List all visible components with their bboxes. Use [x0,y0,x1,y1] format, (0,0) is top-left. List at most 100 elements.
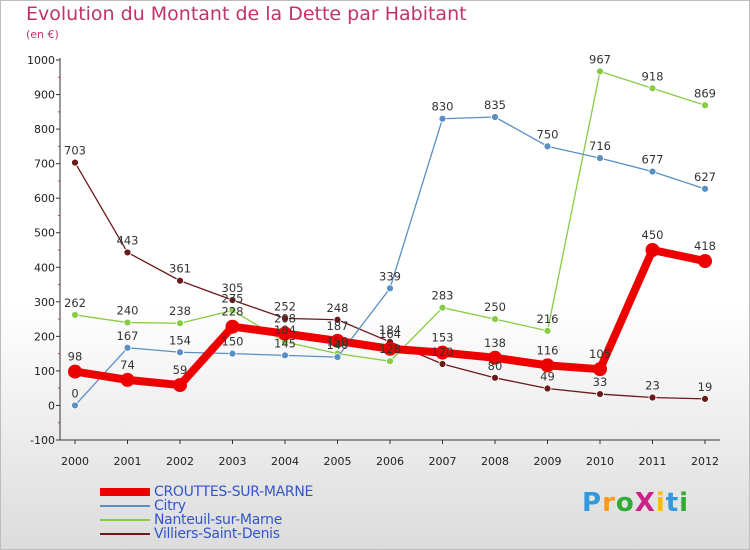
data-point [543,326,552,335]
data-label: 59 [173,363,188,377]
data-label: 869 [694,86,716,100]
data-point [123,248,132,257]
x-tick-label: 2007 [429,455,457,468]
data-point [648,167,657,176]
y-tick-label: 300 [34,296,55,309]
data-point [176,348,184,357]
x-tick-label: 2010 [586,455,614,468]
data-label: 228 [222,305,244,319]
data-point [123,318,132,327]
data-label: 248 [327,301,349,315]
data-label: 750 [537,127,559,141]
data-point [596,390,604,398]
data-point [540,358,555,373]
data-label: 677 [642,153,664,167]
data-label: 627 [694,170,716,184]
y-tick-label: 0 [48,399,55,412]
data-label: 830 [432,100,454,114]
data-point [438,303,447,312]
series-lines [68,67,712,410]
data-point [701,184,709,193]
data-point [596,154,604,163]
data-point [593,362,607,377]
data-point [386,284,394,293]
data-label: 49 [540,370,555,384]
data-label: 98 [68,350,83,364]
y-tick-label: 1000 [27,54,55,67]
data-label: 164 [379,327,401,341]
data-label: 184 [274,323,296,337]
data-label: 105 [589,347,611,361]
data-point [228,306,237,315]
data-label: 140 [327,338,349,352]
data-point [435,345,450,360]
data-point [176,319,184,328]
x-tick-label: 2005 [324,455,352,468]
data-label: 128 [379,342,401,356]
data-label: 418 [694,239,716,253]
data-point [68,364,82,379]
data-point [543,384,552,393]
data-point [645,243,660,257]
data-label: 238 [169,304,191,318]
data-point [383,341,397,356]
data-label: 918 [642,69,664,83]
x-tick-label: 2006 [376,455,404,468]
chart-title: Evolution du Montant de la Dette par Hab… [26,3,467,25]
data-point [225,319,240,334]
data-point [648,393,657,402]
y-tick-label: 100 [34,365,55,378]
legend-label: Citry [154,498,186,514]
legend-swatch [100,533,150,535]
data-point [386,357,394,366]
data-label: 33 [593,375,608,389]
y-tick-label: 800 [34,123,55,136]
proxiti-logo: ProXiti [582,488,690,518]
legend-label: Nanteuil-sur-Marne [154,512,283,528]
data-point [491,113,499,121]
data-label: 138 [484,336,506,350]
legend-item: Villiers-Saint-Denis [100,526,400,542]
data-label: 443 [117,233,139,247]
legend-label: Villiers-Saint-Denis [154,526,280,542]
legend-item: Nanteuil-sur-Marne [100,512,400,528]
data-label: 967 [589,52,611,66]
data-label: 154 [169,333,191,347]
data-point [173,378,187,393]
data-point [438,360,447,368]
data-label: 153 [432,331,454,345]
y-tick-label: 900 [34,89,55,102]
y-tick-label: 700 [34,158,55,171]
x-tick-label: 2012 [691,455,719,468]
data-label: 262 [64,296,86,310]
data-point [330,333,345,348]
x-tick-label: 2002 [166,455,194,468]
data-label: 450 [642,228,664,242]
line-chart: -100010020030040050060070080090010002000… [27,52,720,468]
y-tick-label: -100 [30,434,55,447]
data-label: 167 [117,329,139,343]
data-label: 74 [120,358,135,372]
data-label: 250 [484,300,506,314]
x-tick-label: 2004 [271,455,299,468]
data-point [698,254,712,269]
axes: -100010020030040050060070080090010002000… [27,54,720,468]
data-label: 150 [222,335,244,349]
data-labels: 703 443 361 305 252 248 184 120 80 49 33 23 19 262 240… [64,52,716,400]
x-tick-label: 2011 [639,455,667,468]
data-label: 283 [432,289,454,303]
data-point [543,142,552,151]
data-label: 361 [169,262,191,276]
y-tick-label: 600 [34,192,55,205]
data-label: 80 [488,359,503,373]
data-point [278,326,292,341]
data-label: 252 [274,299,296,313]
data-label: 150 [327,335,349,349]
data-point [648,84,657,93]
data-label: 716 [589,139,611,153]
data-point [333,315,342,324]
data-point [71,311,79,319]
legend-item: Citry [100,498,400,514]
data-label: 216 [537,312,559,326]
